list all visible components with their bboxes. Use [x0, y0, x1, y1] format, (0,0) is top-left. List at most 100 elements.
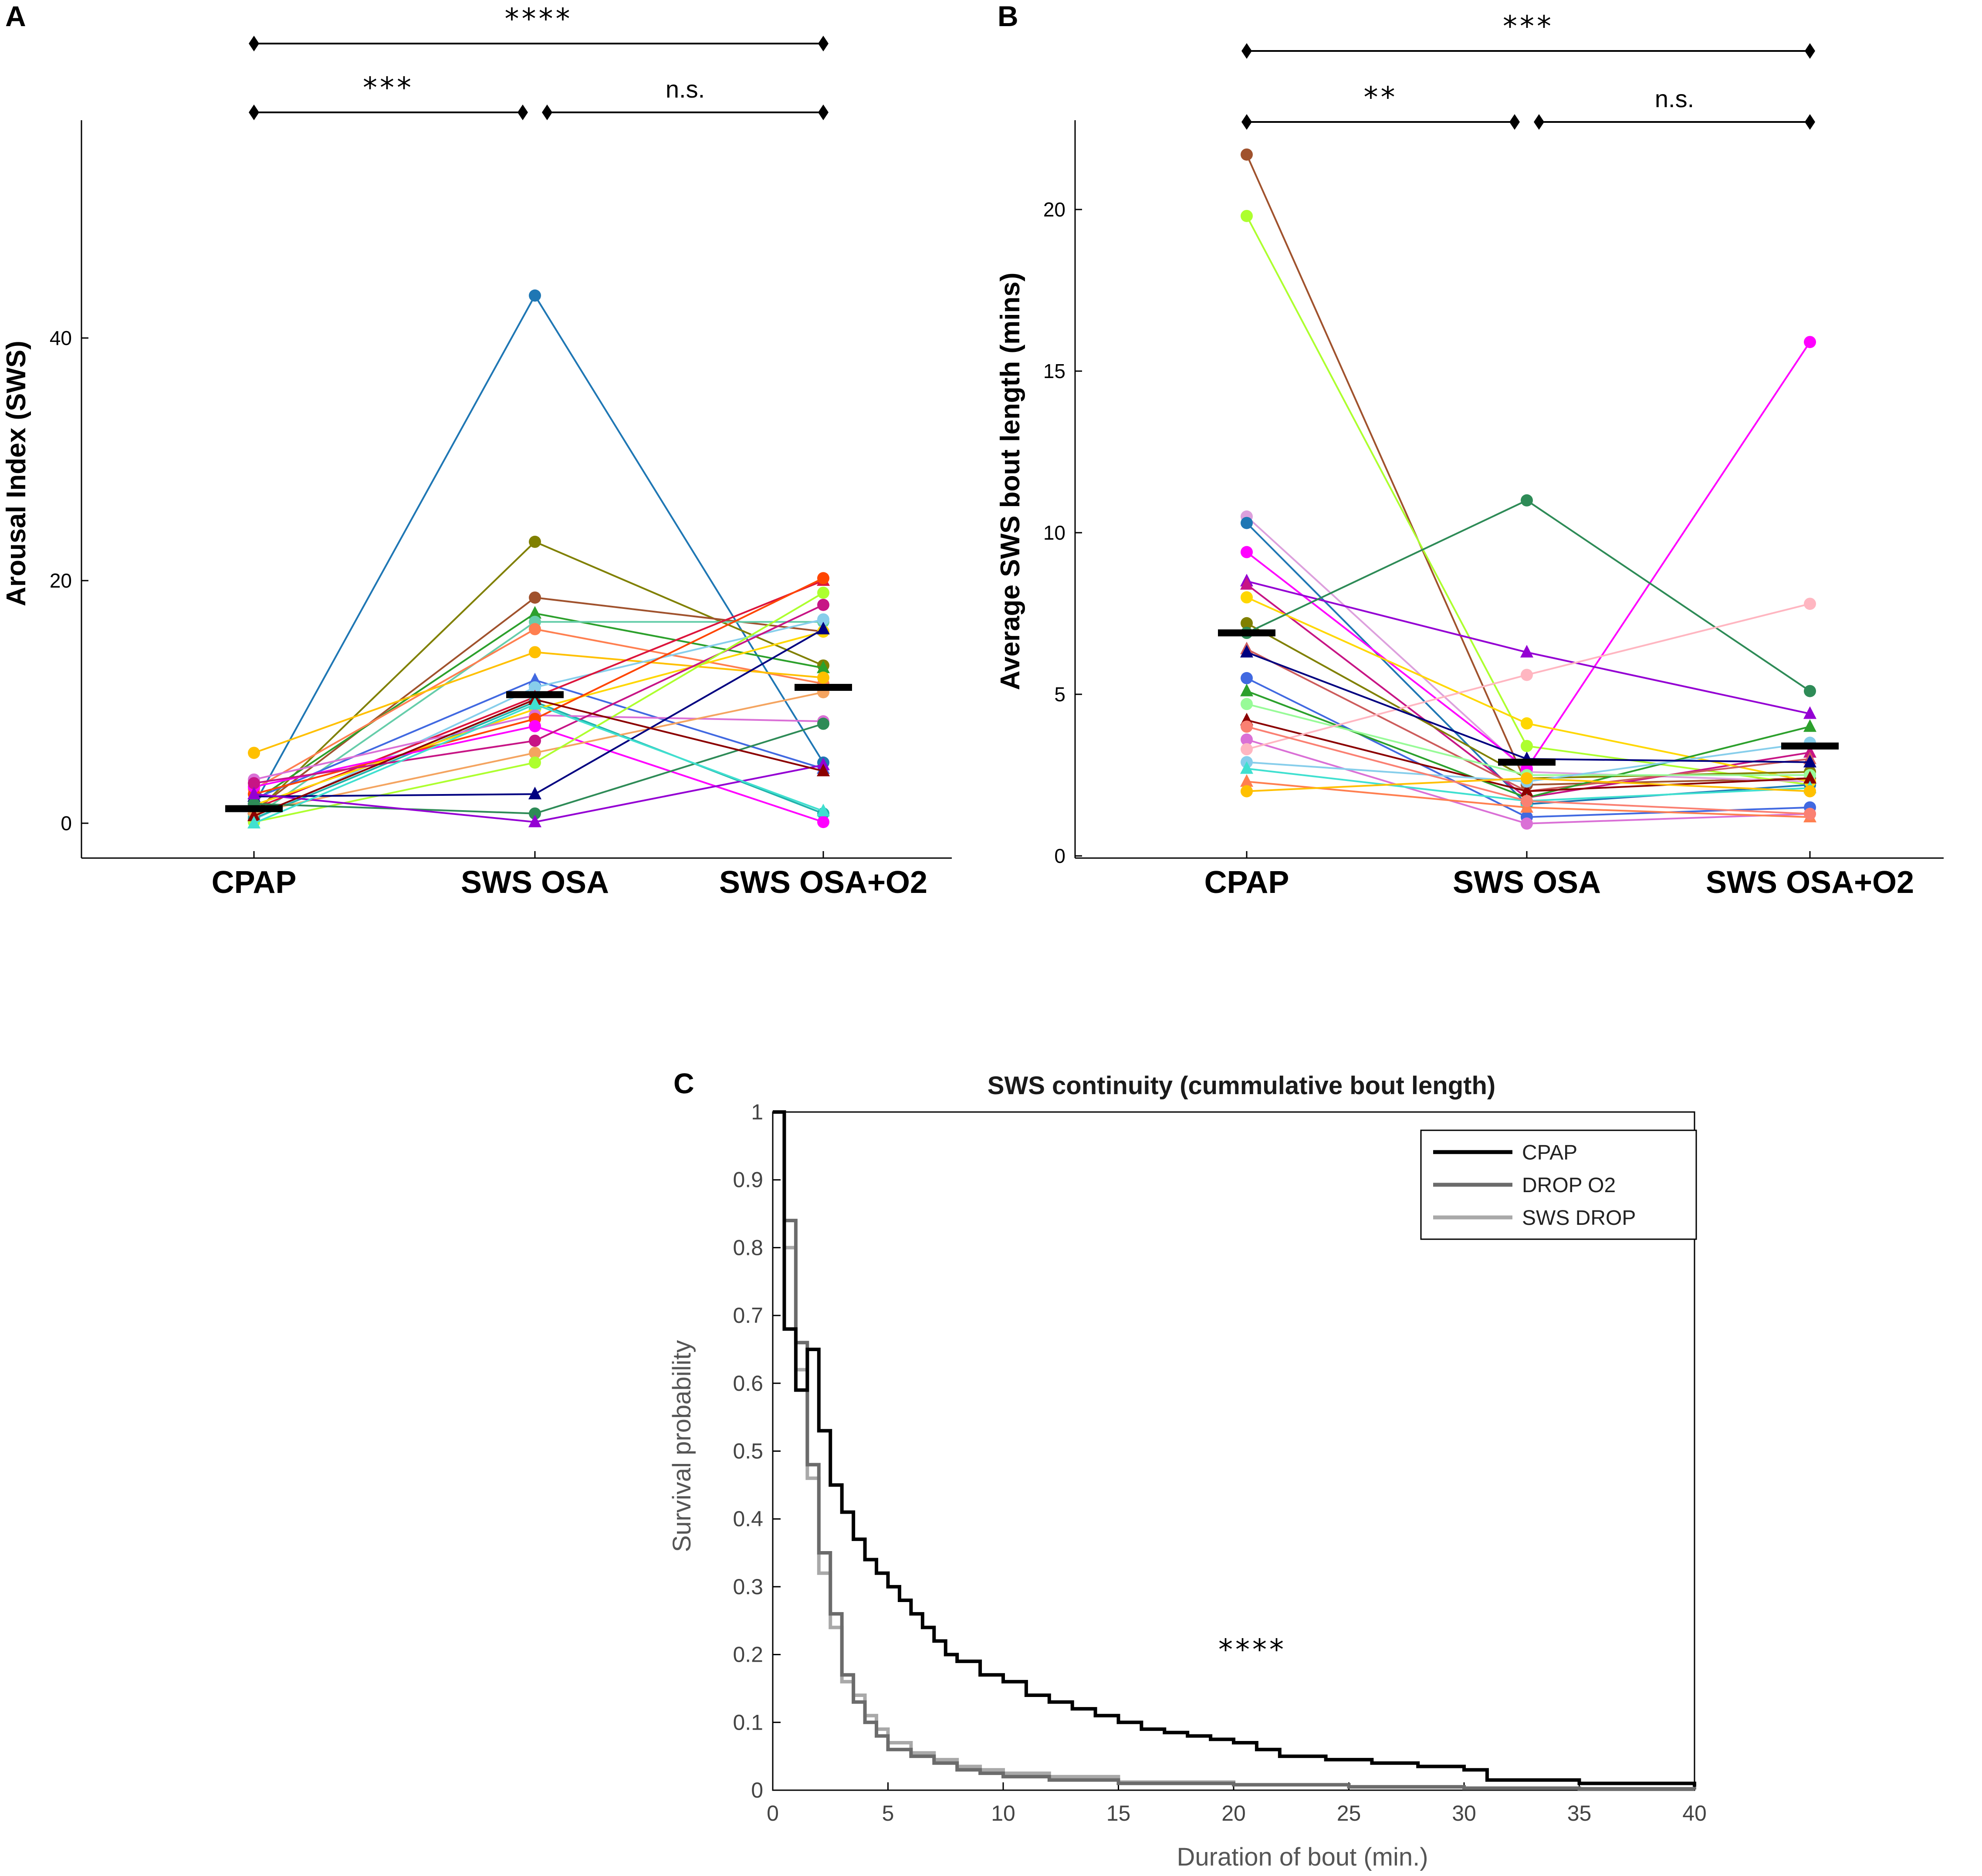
- panel-a-median-bar: [506, 691, 564, 698]
- panel-b-data-point: [1241, 733, 1253, 746]
- panel-b-data-point: [1520, 784, 1533, 797]
- panel-b-category-label: SWS OSA+O2: [1706, 865, 1914, 900]
- panel-a-data-point: [817, 598, 829, 611]
- panel-c-legend: CPAP DROP O2 SWS DROP: [1420, 1129, 1697, 1240]
- panel-a-data-point: [817, 660, 830, 673]
- panel-b-data-point: [1804, 336, 1816, 348]
- panel-a-data-point: [529, 681, 541, 694]
- panel-b-categories: CPAP SWS OSA SWS OSA+O2: [1204, 865, 1914, 900]
- panel-a-data-point: [529, 623, 541, 635]
- panel-c-x-tick-label: 30: [1452, 1801, 1476, 1825]
- panel-b-significance: ***** n.s.: [1241, 10, 1815, 130]
- panel-a-significance-end: [249, 36, 259, 51]
- panel-b-medians: [1218, 629, 1839, 766]
- panel-a-significance-label: ****: [505, 2, 573, 36]
- panel-c-y-tick-label: 0: [751, 1778, 763, 1802]
- panel-c-survival-curve-cpap: [773, 1110, 1696, 1787]
- panel-b-y-axis-label: Average SWS bout length (mins): [995, 273, 1025, 690]
- panel-b-significance-label: ***: [1503, 10, 1554, 43]
- panel-a-data-point: [528, 673, 541, 686]
- panel-a-data-point: [817, 717, 829, 730]
- panel-b-median-bar: [1498, 758, 1556, 766]
- panel-c-x-tick-label: 5: [882, 1801, 894, 1825]
- panel-c-axes: 0 5 10 15 20 25 30 35 40 0 0.1 0.2 0.3 0.4 0.5 0.6 0.7 0.…: [733, 1100, 1706, 1825]
- panel-a-significance-end: [517, 105, 528, 120]
- panel-b-category-label: CPAP: [1204, 865, 1289, 900]
- panel-b-y-tick-label: 10: [1043, 521, 1065, 544]
- panel-a-data-point: [529, 756, 541, 769]
- panel-b-data-point: [1241, 517, 1253, 529]
- panel-a-data-point: [529, 807, 541, 820]
- panel-c-y-tick-label: 0.5: [733, 1439, 763, 1464]
- panel-a-data-point: [817, 613, 829, 626]
- panel-a-data-point: [528, 787, 541, 800]
- panel-b-significance-label: n.s.: [1655, 85, 1694, 112]
- panel-a-data-point: [817, 816, 829, 828]
- panel-b-label: B: [998, 0, 1018, 32]
- panel-a-categories: CPAP SWS OSA SWS OSA+O2: [212, 865, 927, 900]
- panel-b-data-point: [1804, 808, 1816, 820]
- panel-a-data-point: [528, 606, 541, 619]
- panel-a-data-point: [247, 808, 260, 821]
- panel-c-title: SWS continuity (cummulative bout length): [988, 1072, 1495, 1100]
- legend-label-drop-o2: DROP O2: [1522, 1174, 1616, 1197]
- panel-c-series: [773, 1110, 1696, 1791]
- panel-c-x-axis-label: Duration of bout (min.): [1177, 1843, 1428, 1871]
- panel-a-data-point: [529, 289, 541, 302]
- panel-a-data-point: [817, 622, 830, 635]
- panel-a-y-tick-label: 20: [50, 569, 72, 592]
- panel-a-category-label: SWS OSA: [461, 865, 609, 900]
- panel-c: C SWS continuity (cummulative bout lengt…: [668, 1067, 1707, 1871]
- panel-b-significance-end: [1241, 114, 1252, 130]
- panel-c-x-tick-label: 15: [1106, 1801, 1131, 1825]
- panel-b-axes: 0 5 10 15 20: [1043, 120, 1944, 867]
- panel-c-y-tick-label: 0.9: [733, 1168, 763, 1192]
- panel-a-category-label: CPAP: [212, 865, 297, 900]
- panel-c-y-tick-label: 0.2: [733, 1643, 763, 1667]
- panel-a-data-point: [528, 815, 541, 828]
- panel-a-data-point: [529, 747, 541, 759]
- panel-c-x-tick-label: 40: [1682, 1801, 1707, 1825]
- panel-b-data-point: [1521, 817, 1533, 830]
- panel-a-data-point: [529, 646, 541, 659]
- panel-b-data-point: [1521, 740, 1533, 752]
- panel-b-significance-end: [1241, 43, 1252, 59]
- panel-b-data-point: [1241, 210, 1253, 222]
- panel-a-data-point: [817, 671, 829, 684]
- panel-b-y-tick-label: 5: [1054, 683, 1065, 706]
- panel-b-data-point: [1521, 794, 1533, 807]
- panel-b-data-point: [1241, 617, 1253, 629]
- panel-b-data-point: [1521, 717, 1533, 730]
- panel-b-data-point: [1241, 672, 1253, 684]
- panel-a-data-point: [529, 535, 541, 548]
- panel-a-series: [247, 289, 830, 828]
- panel-c-x-tick-label: 25: [1337, 1801, 1361, 1825]
- panel-c-y-tick-label: 0.7: [733, 1303, 763, 1328]
- panel-b-series: [1240, 148, 1816, 830]
- panel-a-y-axis-label: Arousal Index (SWS): [1, 341, 31, 606]
- panel-b-significance-end: [1805, 114, 1815, 130]
- panel-c-y-tick-label: 0.3: [733, 1575, 763, 1599]
- panel-c-y-tick-label: 0.8: [733, 1235, 763, 1260]
- panel-a-data-point: [529, 591, 541, 604]
- panel-a-data-point: [817, 764, 830, 777]
- panel-a-significance-label: n.s.: [666, 75, 705, 103]
- panel-a-data-point: [529, 720, 541, 733]
- panel-a-axes: 0 20 40: [50, 120, 952, 859]
- panel-b-data-point: [1521, 669, 1533, 681]
- panel-b-data-point: [1803, 745, 1816, 758]
- panel-b-data-point: [1803, 771, 1816, 784]
- panel-b-median-bar: [1218, 629, 1275, 637]
- panel-b-data-point: [1241, 591, 1253, 604]
- panel-a-data-point: [528, 697, 541, 710]
- panel-a-data-point: [248, 777, 260, 790]
- panel-b-significance-end: [1509, 114, 1520, 130]
- panel-a-data-point: [529, 734, 541, 747]
- panel-c-y-tick-label: 0.6: [733, 1371, 763, 1396]
- panel-c-survival-curve-drop-o2: [773, 1110, 1696, 1791]
- panel-b-data-point: [1241, 743, 1253, 756]
- panel-b: B ***** n.s. Average SWS bout length (min…: [995, 0, 1944, 900]
- panel-b-data-point: [1240, 683, 1253, 696]
- panel-b-data-point: [1241, 148, 1253, 161]
- panel-c-y-tick-label: 0.4: [733, 1507, 763, 1531]
